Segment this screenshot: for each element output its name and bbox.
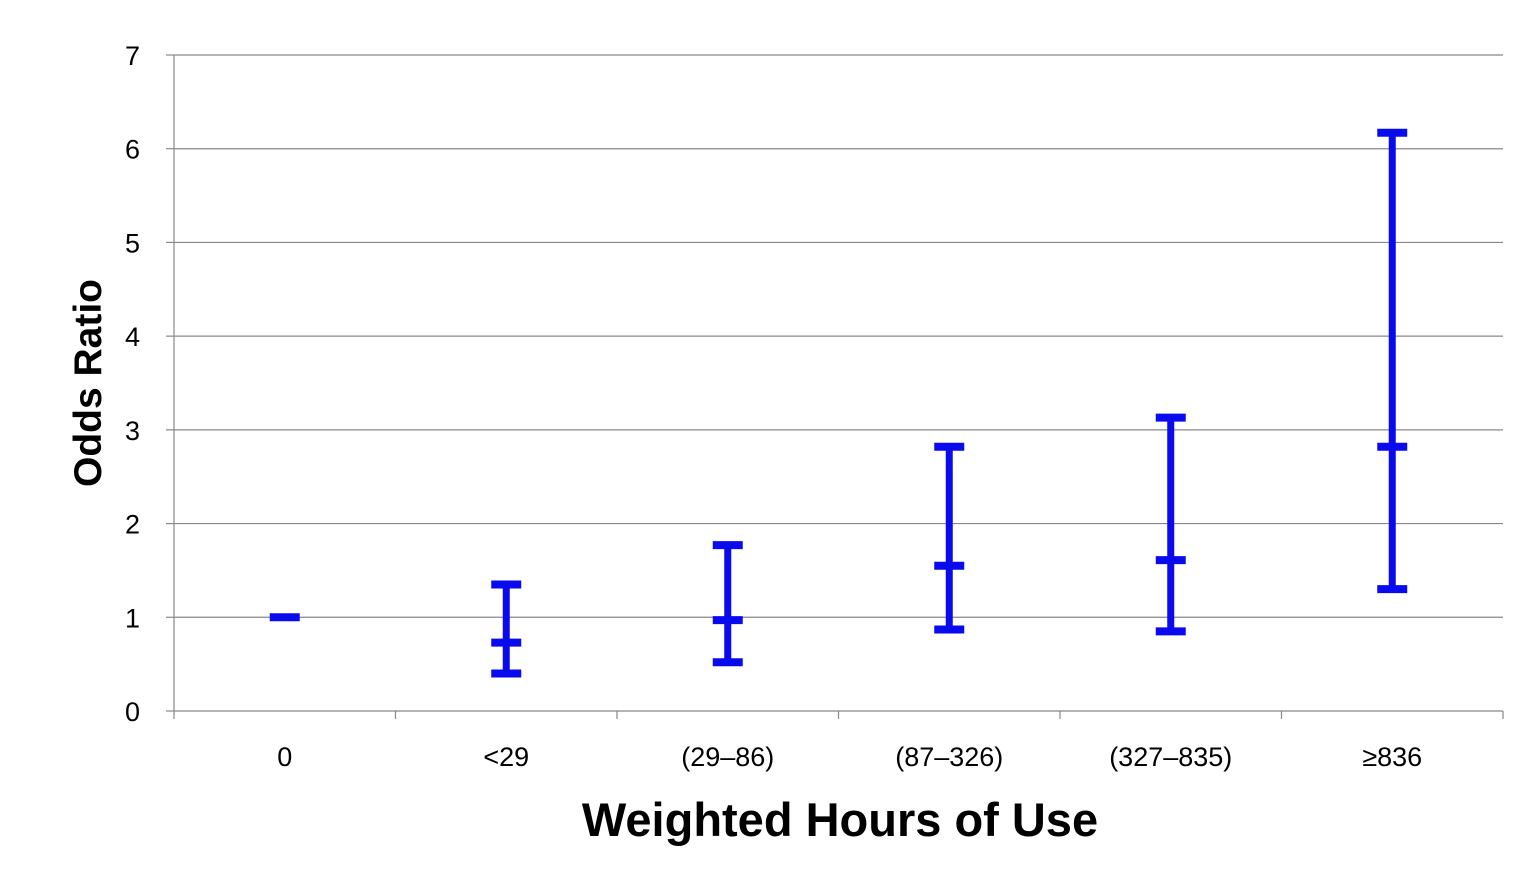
error-bar-3: [934, 442, 965, 634]
x-tick-label-2: (29–86): [681, 742, 774, 772]
x-tick-label-4: (327–835): [1109, 742, 1232, 772]
y-tick-label-2: 2: [125, 510, 140, 540]
x-tick-label-1: <29: [483, 742, 529, 772]
error-bar-4: [1155, 413, 1186, 636]
error-bar-2: [712, 541, 743, 667]
axes: [166, 54, 1504, 719]
x-tick-labels: 0 <29 (29–86) (87–326) (327–835) ≥836: [277, 742, 1422, 772]
x-tick-label-3: (87–326): [895, 742, 1003, 772]
error-bar-series: [269, 128, 1408, 678]
y-tick-label-5: 5: [125, 228, 140, 258]
gridlines: [174, 54, 1503, 618]
y-tick-label-4: 4: [125, 322, 140, 352]
y-axis-title: Odds Ratio: [67, 279, 110, 487]
y-tick-label-6: 6: [125, 135, 140, 165]
x-tick-label-5: ≥836: [1362, 742, 1422, 772]
error-bar-5: [1377, 128, 1408, 594]
error-bar-1: [491, 580, 522, 678]
x-tick-label-0: 0: [277, 742, 292, 772]
y-tick-label-3: 3: [125, 416, 140, 446]
x-axis-title: Weighted Hours of Use: [582, 793, 1098, 846]
y-tick-label-0: 0: [125, 697, 140, 727]
y-tick-labels: 0 1 2 3 4 5 6 7: [125, 41, 140, 727]
y-tick-label-7: 7: [125, 41, 140, 71]
y-tick-label-1: 1: [125, 603, 140, 633]
